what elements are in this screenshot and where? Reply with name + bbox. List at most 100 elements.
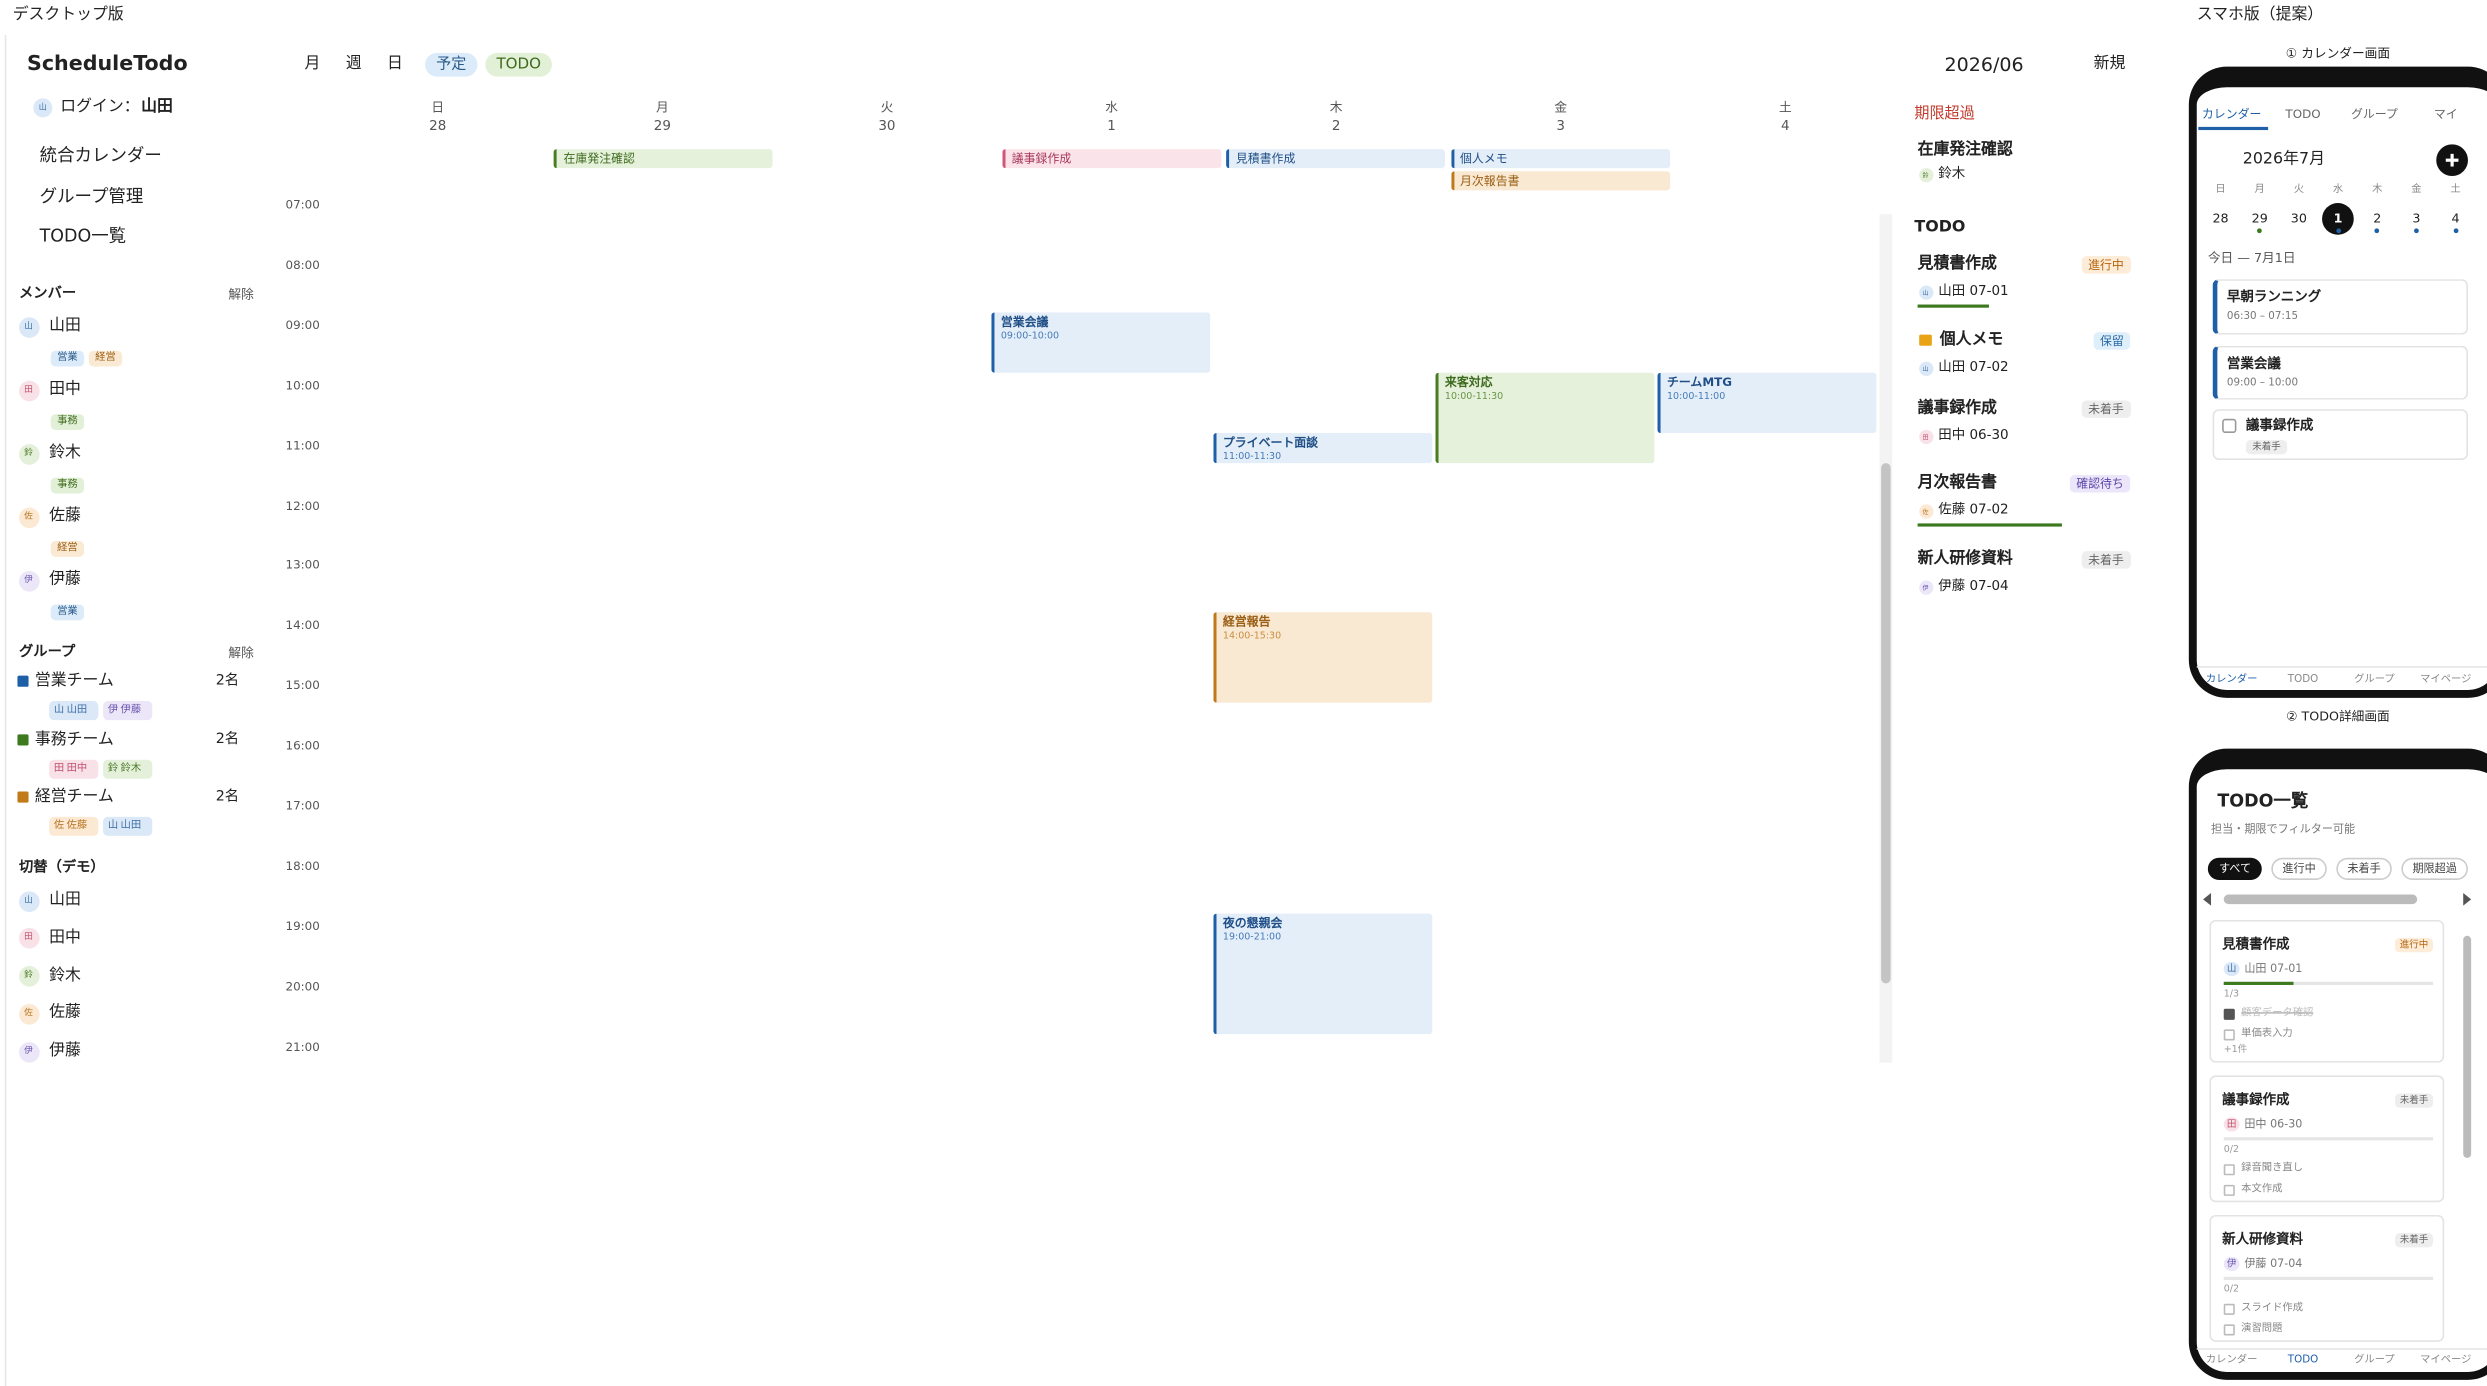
switch-user[interactable]: 鈴木: [49, 966, 81, 985]
bottom-tab[interactable]: カレンダー: [2205, 672, 2258, 686]
filter-chip[interactable]: 未着手: [2336, 857, 2392, 881]
avatar: 佐: [18, 1003, 39, 1025]
nav-item[interactable]: グループ管理: [39, 186, 144, 207]
mobile-date[interactable]: 2: [2373, 211, 2382, 226]
todo-title[interactable]: 月次報告書: [1917, 474, 1997, 492]
section-label: スマホ版（提案）: [2196, 6, 2324, 24]
todo-title[interactable]: 個人メモ: [1939, 331, 2004, 349]
progress-text: 1/3: [2223, 988, 2240, 1000]
member-name[interactable]: 伊藤: [49, 570, 81, 589]
todo-title[interactable]: 新人研修資料: [1917, 550, 2013, 568]
group-member-avatar: 山: [53, 702, 65, 716]
mobile-date[interactable]: 28: [2212, 211, 2229, 226]
view-button[interactable]: 週: [345, 55, 362, 73]
member-name[interactable]: 田中: [49, 380, 81, 399]
scrollbar-thumb[interactable]: [1881, 463, 1891, 984]
bottom-tab[interactable]: グループ: [2354, 1353, 2395, 1366]
avatar: 山: [18, 316, 39, 338]
mobile-card[interactable]: 議事録作成 未着手: [2212, 409, 2468, 460]
date-dot: [2453, 228, 2458, 234]
new-button[interactable]: 新規: [2093, 55, 2126, 73]
all-day-event[interactable]: 見積書作成: [1226, 149, 1446, 169]
avatar: 山: [33, 98, 53, 118]
clear-button[interactable]: 解除: [228, 287, 254, 302]
group-count: 2名: [215, 731, 240, 748]
event[interactable]: プライベート面談 11:00-11:30: [1213, 432, 1433, 463]
clear-button[interactable]: 解除: [228, 645, 254, 661]
switch-user[interactable]: 佐藤: [49, 1004, 81, 1023]
mobile-date[interactable]: 3: [2412, 211, 2421, 226]
filter-chip[interactable]: TODO: [485, 52, 553, 78]
day-of-week: 月: [656, 100, 669, 115]
event[interactable]: 営業会議 09:00-10:00: [991, 312, 1211, 373]
checkbox[interactable]: [2223, 1007, 2235, 1020]
filter-chip[interactable]: すべて: [2207, 857, 2263, 881]
mobile-card-time: 09:00 – 10:00: [2226, 376, 2299, 389]
mobile-tab[interactable]: カレンダー: [2201, 107, 2262, 122]
view-button[interactable]: 日: [387, 55, 403, 73]
group-name[interactable]: 事務チーム: [34, 730, 114, 748]
group-member-avatar: 佐: [53, 818, 65, 832]
nav-item[interactable]: 統合カレンダー: [39, 144, 162, 166]
mobile-date[interactable]: 29: [2251, 211, 2268, 226]
mobile-date[interactable]: 4: [2451, 211, 2460, 226]
mobile-card[interactable]: 営業会議 09:00 – 10:00: [2212, 345, 2468, 400]
mobile-date[interactable]: 30: [2290, 211, 2307, 226]
event[interactable]: 夜の懇親会 19:00-21:00: [1213, 913, 1433, 1034]
checkbox[interactable]: [2223, 1028, 2235, 1040]
checkbox[interactable]: [2223, 1323, 2235, 1335]
bottom-tab[interactable]: グループ: [2354, 672, 2395, 686]
checkbox[interactable]: [2223, 1163, 2235, 1175]
mobile-card[interactable]: 早朝ランニング 06:30 – 07:15: [2212, 279, 2468, 335]
checkbox[interactable]: [2223, 1302, 2235, 1315]
time-label: 14:00: [285, 618, 320, 633]
switch-user[interactable]: 田中: [49, 929, 81, 947]
bottom-bar: [2196, 666, 2487, 668]
member-name[interactable]: 山田: [49, 317, 81, 335]
time-label: 13:00: [285, 558, 320, 573]
add-button[interactable]: [2436, 144, 2468, 177]
checkbox[interactable]: [2223, 1184, 2235, 1196]
event[interactable]: 来客対応 10:00-11:30: [1435, 372, 1655, 463]
time-label: 09:00: [285, 317, 320, 332]
mobile-tab[interactable]: グループ: [2350, 107, 2398, 122]
switch-user[interactable]: 山田: [49, 891, 81, 909]
view-button[interactable]: 月: [304, 55, 321, 73]
all-day-event[interactable]: 月次報告書: [1450, 170, 1670, 190]
member-name[interactable]: 鈴木: [49, 444, 81, 462]
filter-chip[interactable]: 進行中: [2271, 857, 2327, 881]
event[interactable]: 経営報告 14:00-15:30: [1213, 612, 1433, 703]
status-badge: 進行中: [2394, 938, 2434, 953]
todo-card[interactable]: 議事録作成 未着手田田中 06-30 0/2 録音聞き直し 本文作成: [2209, 1075, 2445, 1203]
filter-chip[interactable]: 期限超過: [2401, 857, 2468, 881]
todo-assignee: 山田 07-02: [1938, 359, 2009, 376]
all-day-event[interactable]: 個人メモ: [1450, 149, 1670, 169]
todo-title[interactable]: 議事録作成: [1917, 399, 1997, 418]
overdue-title[interactable]: 在庫発注確認: [1917, 141, 2013, 159]
mobile-date[interactable]: 1: [2333, 211, 2343, 226]
all-day-event[interactable]: 議事録作成: [1002, 149, 1222, 169]
group-name[interactable]: 経営チーム: [34, 788, 114, 806]
todo-title[interactable]: 見積書作成: [1917, 255, 1997, 273]
mobile-tab[interactable]: TODO: [2285, 107, 2321, 122]
member-name[interactable]: 佐藤: [49, 507, 81, 525]
event-title: 夜の懇親会: [1222, 915, 1283, 930]
all-day-event[interactable]: 在庫発注確認: [554, 149, 773, 169]
bottom-tab[interactable]: TODO: [2287, 672, 2319, 686]
bottom-tab[interactable]: カレンダー: [2205, 1353, 2258, 1366]
bottom-tab[interactable]: マイページ: [2420, 1353, 2472, 1366]
mobile-weekday: 月: [2254, 182, 2265, 196]
mobile-tab[interactable]: マイ: [2433, 107, 2458, 122]
filter-chip[interactable]: 予定: [425, 52, 478, 78]
todo-card[interactable]: 新人研修資料 未着手伊伊藤 07-04 0/2 スライド作成 演習問題: [2209, 1214, 2445, 1342]
switch-user[interactable]: 伊藤: [49, 1042, 81, 1060]
status-badge: 未着手: [2394, 1093, 2434, 1109]
bottom-tab[interactable]: TODO: [2287, 1353, 2319, 1366]
group-name[interactable]: 営業チーム: [34, 672, 114, 690]
todo-card[interactable]: 見積書作成 進行中山山田 07-01 1/3 顧客データ確認 単価表入力 +1件: [2209, 919, 2445, 1063]
progress-track: [2223, 981, 2434, 985]
nav-item[interactable]: TODO一覧: [39, 225, 127, 247]
todo-card-title: 見積書作成: [2222, 937, 2290, 954]
bottom-tab[interactable]: マイページ: [2420, 672, 2472, 686]
event[interactable]: チームMTG 10:00-11:00: [1657, 372, 1877, 433]
